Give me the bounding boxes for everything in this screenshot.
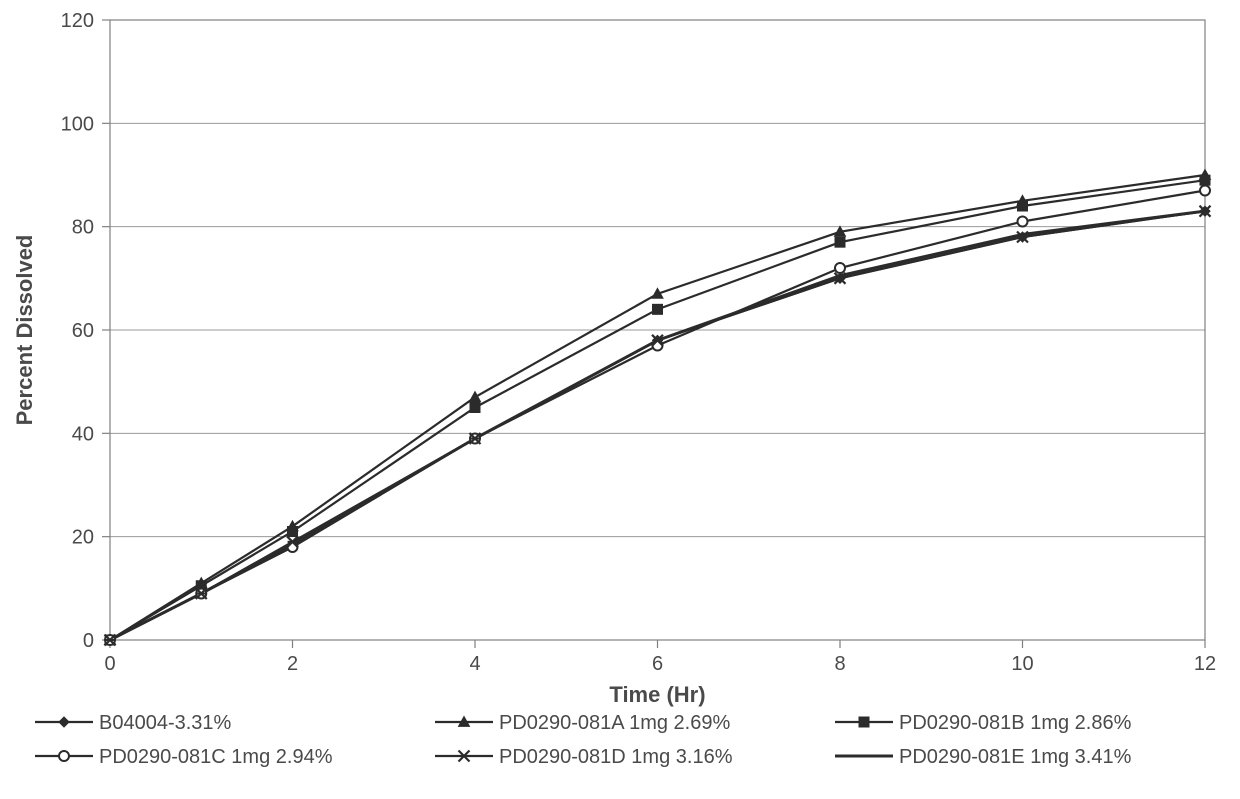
x-axis-label: Time (Hr) [609, 682, 705, 707]
y-tick-label: 100 [61, 113, 94, 135]
y-tick-label: 0 [83, 630, 94, 652]
legend-item-label: PD0290-081E 1mg 3.41% [899, 746, 1132, 768]
chart-svg: 024681012020406080100120Time (Hr)Percent… [0, 0, 1240, 799]
x-tick-label: 12 [1194, 653, 1216, 675]
y-tick-label: 20 [72, 527, 94, 549]
legend-item-label: PD0290-081D 1mg 3.16% [499, 746, 733, 768]
y-axis-label: Percent Dissolved [12, 235, 37, 426]
y-tick-label: 60 [72, 320, 94, 342]
x-tick-label: 4 [469, 653, 480, 675]
x-tick-label: 10 [1011, 653, 1033, 675]
x-tick-label: 8 [834, 653, 845, 675]
x-tick-label: 0 [104, 653, 115, 675]
legend-item-label: PD0290-081C 1mg 2.94% [99, 746, 333, 768]
x-tick-label: 2 [287, 653, 298, 675]
legend-item-label: B04004-3.31% [99, 712, 232, 734]
y-tick-label: 120 [61, 10, 94, 32]
legend-item-label: PD0290-081A 1mg 2.69% [499, 712, 730, 734]
y-tick-label: 40 [72, 423, 94, 445]
x-tick-label: 6 [652, 653, 663, 675]
y-tick-label: 80 [72, 217, 94, 239]
legend-item-label: PD0290-081B 1mg 2.86% [899, 712, 1132, 734]
dissolution-chart: 024681012020406080100120Time (Hr)Percent… [0, 0, 1240, 799]
